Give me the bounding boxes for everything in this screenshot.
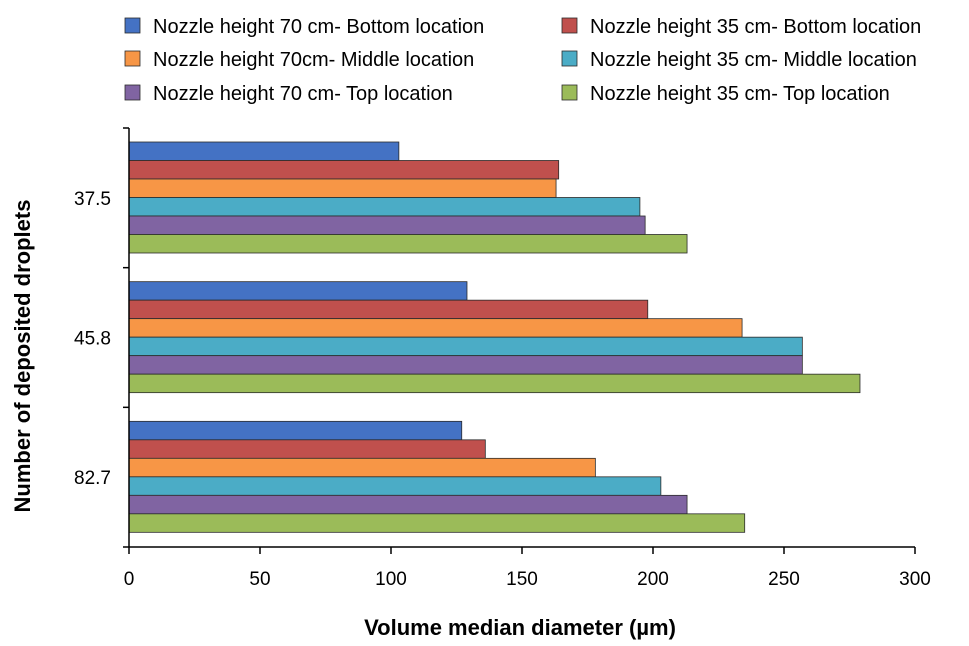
y-axis-label: Number of deposited droplets — [10, 200, 35, 513]
bar — [128, 318, 743, 338]
x-tick-label: 0 — [124, 569, 135, 590]
legend-label: Nozzle height 70 cm- Top location — [153, 83, 453, 105]
bar — [128, 336, 803, 357]
bar — [128, 178, 557, 198]
axes — [123, 127, 916, 554]
bar — [128, 420, 463, 441]
x-tick-label: 150 — [506, 569, 538, 590]
bar — [128, 141, 400, 161]
x-tick-label: 200 — [637, 569, 669, 590]
legend: Nozzle height 70 cm- Bottom location Nozz… — [124, 16, 921, 105]
legend-swatch — [124, 17, 141, 34]
bar — [128, 355, 803, 375]
bar — [128, 439, 486, 459]
bar — [128, 457, 596, 478]
y-tick-label: 37.5 — [74, 189, 111, 210]
bar — [128, 476, 662, 496]
bar — [128, 513, 746, 533]
bar — [128, 160, 560, 180]
bar — [128, 281, 468, 301]
bar — [128, 234, 688, 254]
legend-label: Nozzle height 70cm- Middle location — [153, 49, 474, 71]
legend-swatch — [561, 84, 578, 101]
legend-label: Nozzle height 35 cm- Bottom location — [590, 16, 921, 38]
bar — [128, 299, 649, 320]
bars — [128, 141, 861, 533]
x-tick-label: 250 — [768, 569, 800, 590]
legend-label: Nozzle height 35 cm- Top location — [590, 83, 890, 105]
legend-swatch — [124, 50, 141, 67]
x-tick-label: 100 — [375, 569, 407, 590]
legend-label: Nozzle height 70 cm- Bottom location — [153, 16, 484, 38]
bar — [128, 197, 641, 217]
y-tick-label: 82.7 — [74, 468, 111, 489]
bar — [128, 215, 646, 235]
x-tick-label: 50 — [249, 569, 270, 590]
x-tick-label: 300 — [899, 569, 931, 590]
legend-swatch — [561, 17, 578, 34]
bar — [128, 373, 861, 394]
y-tick-label: 45.8 — [74, 329, 111, 350]
legend-swatch — [124, 84, 141, 101]
x-tick-labels: 0 50 100 150 200 250 300 — [124, 569, 931, 590]
legend-swatch — [561, 50, 578, 67]
x-axis-label: Volume median diameter (µm) — [364, 615, 676, 640]
legend-label: Nozzle height 35 cm- Middle location — [590, 49, 917, 71]
y-tick-labels: 37.5 45.8 82.7 — [74, 189, 111, 489]
bar — [128, 494, 688, 515]
